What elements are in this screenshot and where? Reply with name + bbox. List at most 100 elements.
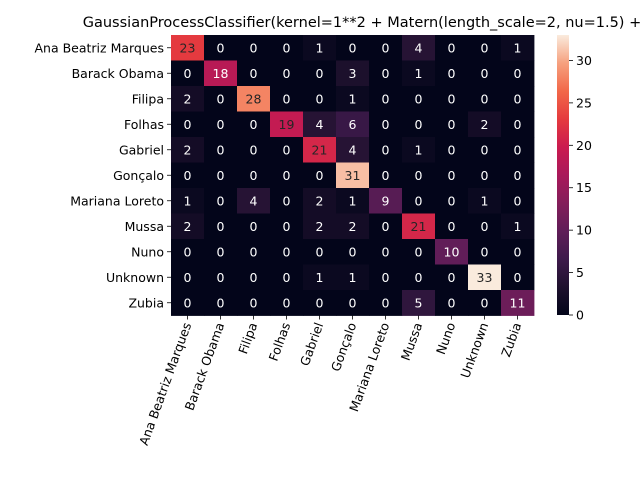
cell-value-label: 0 — [217, 168, 225, 183]
heatmap-cell — [501, 35, 535, 61]
cell-value-label: 0 — [514, 142, 522, 157]
cell-value-label: 0 — [382, 142, 390, 157]
colorbar-ticks: 0 5 10 15 20 25 30 — [569, 53, 592, 323]
cell-value-label: 0 — [250, 117, 258, 132]
heatmap-cell — [501, 188, 535, 214]
heatmap-cell — [303, 188, 337, 214]
heatmap-cell — [237, 290, 271, 316]
heatmap-cell — [237, 35, 271, 61]
cell-value-label: 0 — [316, 91, 324, 106]
cell-value-label: 0 — [382, 244, 390, 259]
cell-value-label: 2 — [349, 219, 357, 234]
heatmap-cell — [402, 86, 436, 112]
heatmap-cell — [237, 264, 271, 291]
cell-value-label: 0 — [382, 117, 390, 132]
cell-value-label: 23 — [180, 40, 196, 55]
cell-value-label: 0 — [448, 66, 456, 81]
colorbar-tick-label: 20 — [576, 138, 592, 153]
cell-value-label: 0 — [349, 295, 357, 310]
heatmap-cell — [435, 264, 469, 291]
heatmap-cell — [435, 290, 469, 316]
heatmap-cell — [501, 213, 535, 240]
cell-value-label: 0 — [448, 295, 456, 310]
cell-value-label: 0 — [382, 168, 390, 183]
cell-value-label: 0 — [250, 142, 258, 157]
heatmap-cell — [402, 162, 436, 189]
heatmap-cell — [171, 111, 205, 138]
cell-value-label: 5 — [415, 295, 423, 310]
cell-value-label: 0 — [217, 142, 225, 157]
cell-value-label: 0 — [514, 168, 522, 183]
cell-value-label: 0 — [250, 40, 258, 55]
cell-value-label: 0 — [415, 244, 423, 259]
cell-value-label: 2 — [316, 193, 324, 208]
cell-value-label: 0 — [283, 142, 291, 157]
cell-value-label: 0 — [481, 142, 489, 157]
heatmap-cell — [204, 86, 238, 112]
colorbar-tick-label: 0 — [576, 308, 584, 323]
heatmap-cell — [369, 188, 403, 214]
heatmap-cell — [171, 60, 205, 87]
y-tick-label: Zubia — [128, 295, 164, 310]
cell-value-label: 1 — [415, 66, 423, 81]
cell-value-label: 1 — [514, 40, 522, 55]
heatmap-cell — [171, 137, 205, 163]
cell-value-label: 0 — [184, 168, 192, 183]
heatmap-cell — [369, 264, 403, 291]
heatmap-cell — [369, 239, 403, 265]
colorbar-tick-label: 15 — [576, 180, 592, 195]
cell-value-label: 1 — [316, 270, 324, 285]
cell-value-label: 0 — [283, 193, 291, 208]
heatmap-cell — [237, 162, 271, 189]
cell-value-label: 1 — [349, 270, 357, 285]
cell-value-label: 0 — [481, 295, 489, 310]
cell-value-label: 0 — [184, 244, 192, 259]
heatmap-cell — [336, 290, 370, 316]
heatmap-cell — [270, 35, 304, 61]
cell-value-label: 0 — [184, 295, 192, 310]
cell-value-label: 3 — [349, 66, 357, 81]
heatmap-cell — [468, 86, 502, 112]
heatmap-cell — [204, 35, 238, 61]
y-tick-label: Nuno — [131, 244, 164, 259]
heatmap-cell — [435, 35, 469, 61]
heatmap-cell — [303, 86, 337, 112]
heatmap-cell — [369, 213, 403, 240]
cell-value-label: 0 — [283, 219, 291, 234]
cell-value-label: 0 — [250, 168, 258, 183]
heatmap-cell — [402, 264, 436, 291]
heatmap-cell — [369, 137, 403, 163]
heatmap-cell — [336, 264, 370, 291]
x-tick-label: Filipa — [235, 320, 260, 355]
x-tick-label: Unknown — [457, 320, 491, 380]
heatmap-cell — [303, 239, 337, 265]
cell-value-label: 0 — [514, 91, 522, 106]
cell-value-label: 0 — [283, 66, 291, 81]
heatmap-cell — [303, 264, 337, 291]
heatmap-cell — [468, 111, 502, 138]
cell-value-label: 0 — [217, 193, 225, 208]
heatmap-cell — [336, 188, 370, 214]
cell-value-label: 0 — [514, 193, 522, 208]
heatmap-cell — [435, 86, 469, 112]
heatmap-cell — [468, 239, 502, 265]
heatmap-cell — [435, 239, 469, 265]
heatmap-cell — [204, 239, 238, 265]
y-tick-label: Barack Obama — [72, 66, 164, 81]
heatmap-cell — [402, 213, 436, 240]
heatmap-cell — [336, 86, 370, 112]
cell-value-label: 0 — [250, 244, 258, 259]
y-tick-labels: Ana Beatriz Marques Barack Obama Filipa Fol… — [34, 40, 171, 310]
colorbar-tick-label: 30 — [576, 53, 592, 68]
x-tick-label: Gabriel — [297, 320, 327, 367]
heatmap-cell — [402, 290, 436, 316]
cell-value-label: 4 — [250, 193, 258, 208]
heatmap-cell — [171, 213, 205, 240]
cell-value-label: 0 — [217, 244, 225, 259]
cell-value-label: 0 — [250, 219, 258, 234]
heatmap-cell — [237, 137, 271, 163]
heatmap-cell — [501, 111, 535, 138]
cell-value-label: 21 — [312, 142, 328, 157]
heatmap-cell — [468, 264, 502, 291]
heatmap-cell — [369, 35, 403, 61]
